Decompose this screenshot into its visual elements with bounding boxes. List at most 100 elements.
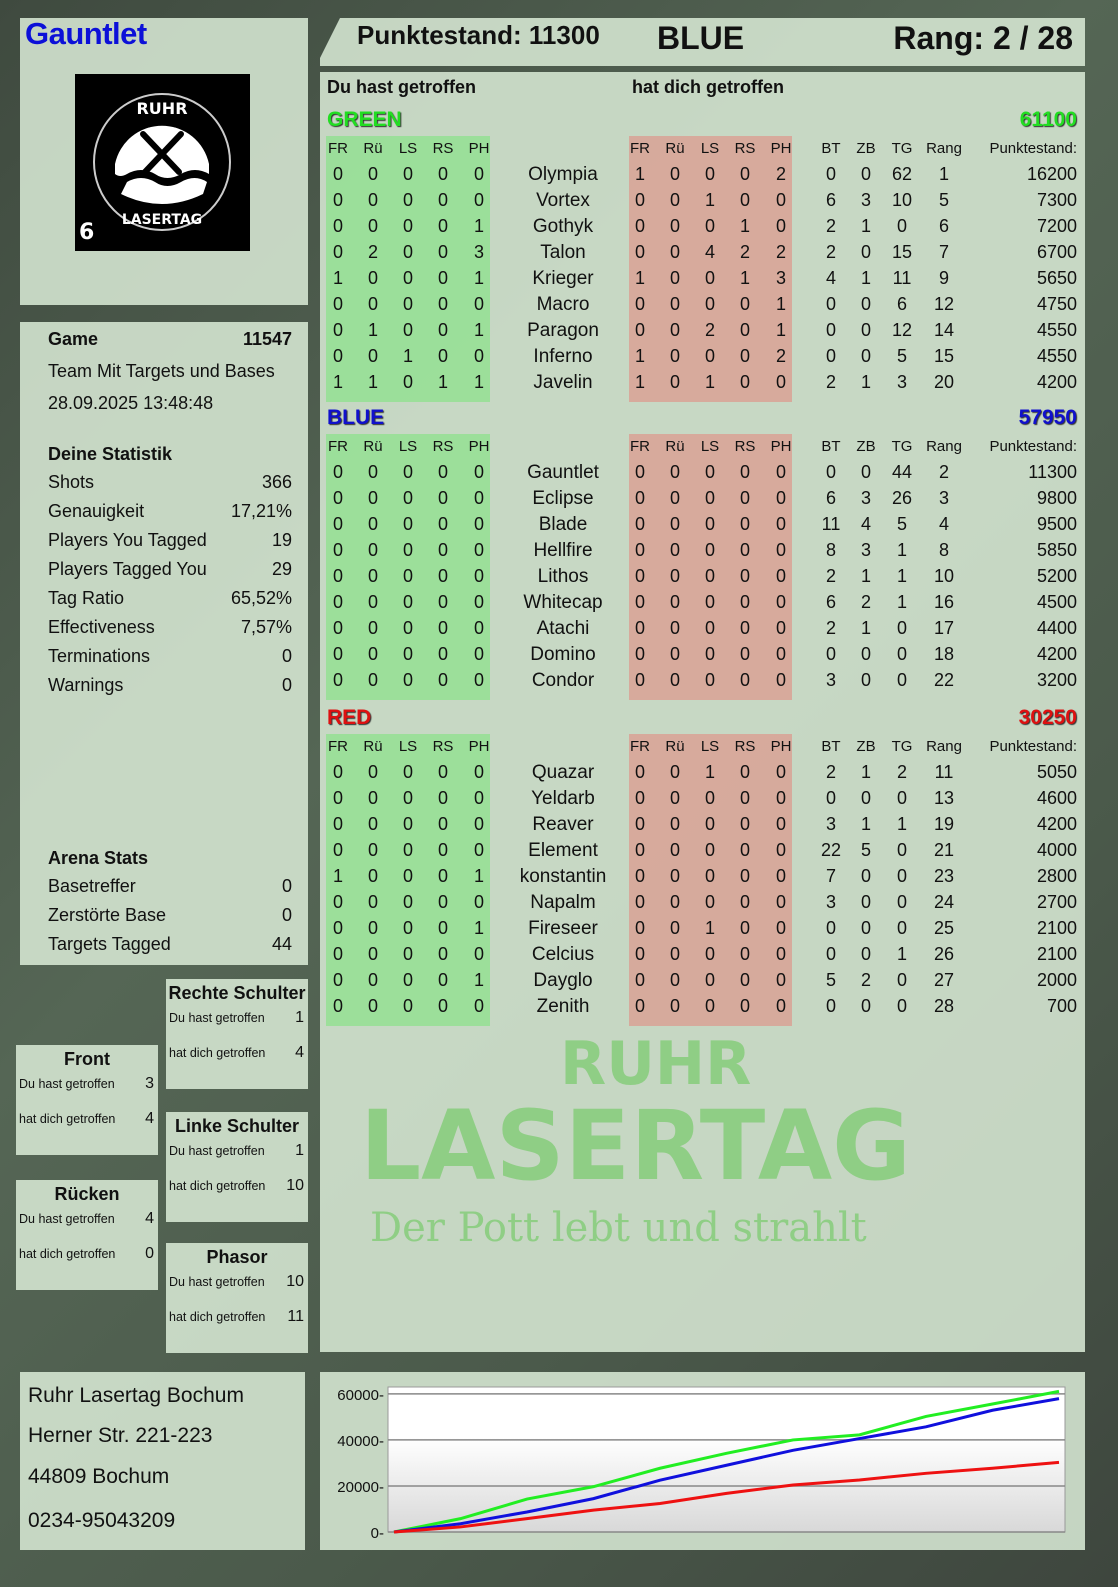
stat-label: Players You Tagged [48, 530, 207, 550]
scoreboard-panel: Du hast getroffen hat dich getroffen GREEN… [320, 72, 1085, 1352]
hit-you-cell: 0 [739, 566, 751, 586]
hit-you-cell: 0 [669, 216, 681, 236]
stat-tg: 1 [896, 592, 908, 612]
stat-value: 366 [261, 472, 292, 492]
you-hit-label: Du hast getroffen [169, 1144, 265, 1158]
you-hit-cell: 0 [332, 944, 344, 964]
stat-label: Players Tagged You [48, 559, 207, 579]
you-hit-cell: 0 [437, 346, 449, 366]
stat-zb: 1 [860, 372, 872, 392]
hit-you-cell: 0 [634, 242, 646, 262]
you-hit-cell: 1 [473, 320, 485, 340]
watermark-ruhr: RUHR [560, 1029, 752, 1099]
hit-you-cell: 0 [669, 320, 681, 340]
hit-you-cell: 0 [775, 566, 787, 586]
you-hit-cell: 0 [437, 866, 449, 886]
hit-you-label: hat dich getroffen [169, 1046, 266, 1060]
player-score: 700 [1046, 996, 1077, 1016]
you-hit-cell: 0 [402, 762, 414, 782]
stat-tg: 10 [891, 190, 913, 210]
you-hit-cell: 0 [473, 164, 485, 184]
stat-rang: 19 [933, 814, 955, 834]
you-hit-cell: 0 [473, 618, 485, 638]
hit-you-cell: 1 [739, 268, 751, 288]
you-hit-cell: 0 [473, 840, 485, 860]
hit-you-label: hat dich getroffen [19, 1247, 116, 1261]
stats-panel: Game 11547 Team Mit Targets und Bases 28.… [20, 322, 308, 965]
hit-you-cell: 0 [669, 892, 681, 912]
you-hit-cell: 0 [402, 814, 414, 834]
game-datetime-text: 28.09.2025 13:48:48 [48, 393, 214, 413]
arena-label: Targets Tagged [48, 934, 171, 954]
stat-rang: 8 [938, 540, 950, 560]
hit-you-cell: 0 [739, 892, 751, 912]
stat-rang: 17 [933, 618, 955, 638]
address-panel: Ruhr Lasertag Bochum Herner Str. 221-223… [20, 1372, 305, 1550]
hit-you-cell: 0 [704, 268, 716, 288]
hit-you-cell: 0 [739, 618, 751, 638]
player-score: 4600 [1036, 788, 1077, 808]
stat-tg: 0 [896, 996, 908, 1016]
column-header: TG [891, 140, 913, 157]
column-header: PH [468, 140, 490, 157]
stat-bt: 2 [825, 762, 837, 782]
column-header: RS [432, 738, 454, 755]
you-hit-cell: 0 [332, 970, 344, 990]
you-hit-cell: 0 [402, 892, 414, 912]
hit-you-cell: 0 [634, 970, 646, 990]
hit-you-cell: 0 [704, 618, 716, 638]
player-name: Gauntlet [527, 462, 599, 483]
hit-you-cell: 0 [739, 970, 751, 990]
header-team: BLUE [657, 20, 745, 56]
you-hit-cell: 0 [437, 320, 449, 340]
stat-value: 0 [281, 646, 292, 666]
you-hit-cell: 0 [367, 892, 379, 912]
player-score: 11300 [1028, 462, 1077, 482]
stat-bt: 0 [825, 320, 837, 340]
column-header: Punktestand: [989, 438, 1077, 455]
stat-rang: 9 [938, 268, 950, 288]
arena-row: Zerstörte Base 0 [48, 905, 292, 926]
hit-you-cell: 0 [775, 670, 787, 690]
hit-you-cell: 0 [634, 944, 646, 964]
stat-zb: 1 [860, 268, 872, 288]
you-hit-cell: 0 [332, 216, 344, 236]
you-hit-cell: 2 [367, 242, 379, 262]
you-hit-column-background [326, 734, 490, 1026]
you-hit-cell: 0 [402, 268, 414, 288]
stat-row: Warnings 0 [48, 675, 292, 696]
stat-zb: 3 [860, 540, 872, 560]
hit-you-cell: 0 [739, 164, 751, 184]
you-hit-cell: 0 [332, 592, 344, 612]
stat-row: Players You Tagged 19 [48, 530, 292, 551]
you-hit-cell: 0 [367, 762, 379, 782]
player-name: Blade [538, 514, 588, 535]
you-hit-cell: 0 [437, 190, 449, 210]
stat-tg: 0 [896, 840, 908, 860]
you-hit-cell: 0 [473, 514, 485, 534]
you-hit-cell: 0 [437, 592, 449, 612]
stat-zb: 2 [860, 592, 872, 612]
you-hit-cell: 0 [402, 788, 414, 808]
stats-title: Deine Statistik [48, 444, 292, 465]
player-name: Talon [540, 242, 586, 263]
stat-bt: 6 [825, 592, 837, 612]
you-hit-cell: 0 [437, 944, 449, 964]
player-name: Napalm [530, 892, 596, 913]
header-score: Punktestand: 11300 [357, 20, 600, 50]
column-header: PH [770, 140, 792, 157]
you-hit-value: 1 [295, 1009, 304, 1026]
you-hit-cell: 1 [473, 918, 485, 938]
hit-you-cell: 1 [704, 918, 716, 938]
stat-tg: 62 [891, 164, 913, 184]
you-hit-value: 1 [295, 1142, 304, 1159]
stat-bt: 2 [825, 372, 837, 392]
you-hit-cell: 0 [437, 268, 449, 288]
column-header: PH [770, 738, 792, 755]
you-hit-cell: 1 [367, 372, 379, 392]
hit-you-cell: 0 [669, 996, 681, 1016]
column-header: PH [468, 438, 490, 455]
hit-you-column-background [629, 434, 792, 700]
you-hit-cell: 1 [332, 866, 344, 886]
you-hit-cell: 0 [437, 294, 449, 314]
